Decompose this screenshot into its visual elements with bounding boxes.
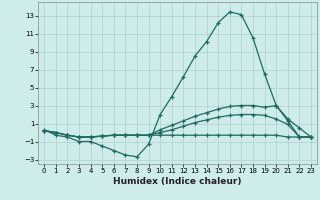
X-axis label: Humidex (Indice chaleur): Humidex (Indice chaleur) [113, 177, 242, 186]
